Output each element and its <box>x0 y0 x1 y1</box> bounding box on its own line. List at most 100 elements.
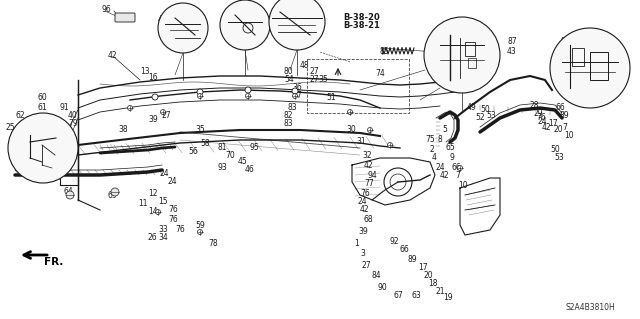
Text: 66: 66 <box>452 162 461 172</box>
Circle shape <box>49 129 55 135</box>
Text: 16: 16 <box>148 73 157 83</box>
Circle shape <box>156 210 161 214</box>
Circle shape <box>245 87 251 93</box>
Circle shape <box>292 93 298 99</box>
Circle shape <box>550 28 630 108</box>
Text: 88: 88 <box>565 48 575 56</box>
Circle shape <box>161 109 166 115</box>
Text: 39: 39 <box>148 115 157 124</box>
Circle shape <box>111 188 119 196</box>
Text: 76: 76 <box>175 226 185 234</box>
Text: 53: 53 <box>554 153 564 162</box>
Text: 50: 50 <box>480 106 490 115</box>
Text: 42: 42 <box>364 160 374 169</box>
Text: 31: 31 <box>356 137 365 146</box>
Text: 14: 14 <box>148 206 157 216</box>
Text: 51: 51 <box>326 93 335 102</box>
Text: 17: 17 <box>548 120 557 129</box>
Text: 41: 41 <box>21 130 31 138</box>
Circle shape <box>292 88 298 94</box>
Text: 9: 9 <box>450 153 455 162</box>
Text: 66: 66 <box>555 103 564 113</box>
Text: 59: 59 <box>195 220 205 229</box>
Text: 27: 27 <box>310 68 319 77</box>
Text: 76: 76 <box>168 216 178 225</box>
Circle shape <box>197 89 203 95</box>
Circle shape <box>387 143 392 147</box>
Text: 57: 57 <box>223 16 233 25</box>
Text: 70: 70 <box>225 152 235 160</box>
Text: 24: 24 <box>358 197 367 206</box>
Text: 35: 35 <box>318 76 328 85</box>
Text: 8: 8 <box>437 136 442 145</box>
Circle shape <box>152 94 158 100</box>
Text: 7: 7 <box>562 123 567 132</box>
Circle shape <box>220 0 270 50</box>
Circle shape <box>66 191 74 199</box>
Text: 52: 52 <box>475 114 484 122</box>
Text: 36: 36 <box>292 84 301 93</box>
Text: 81: 81 <box>218 144 227 152</box>
Text: 42: 42 <box>29 137 39 146</box>
Bar <box>465 42 475 56</box>
Text: 28: 28 <box>530 101 540 110</box>
Text: 93: 93 <box>218 164 228 173</box>
Text: 13: 13 <box>140 68 150 77</box>
Text: 71: 71 <box>50 153 60 162</box>
Text: 21: 21 <box>436 287 445 296</box>
Circle shape <box>62 145 68 151</box>
Text: 24: 24 <box>436 162 445 172</box>
Text: 10: 10 <box>564 131 573 140</box>
Text: 45: 45 <box>238 158 248 167</box>
Text: 68: 68 <box>364 216 374 225</box>
Text: 22: 22 <box>55 128 65 137</box>
Text: 29: 29 <box>534 109 543 118</box>
Text: 40: 40 <box>68 112 77 121</box>
Text: 19: 19 <box>443 293 452 302</box>
Text: 17: 17 <box>418 263 428 272</box>
Text: 18: 18 <box>428 279 438 288</box>
Text: 27: 27 <box>362 262 372 271</box>
Text: FR.: FR. <box>44 257 63 267</box>
Text: 32: 32 <box>362 152 372 160</box>
Text: 20: 20 <box>424 271 434 280</box>
Text: 37: 37 <box>292 92 301 100</box>
Text: 63: 63 <box>411 292 420 300</box>
Text: 2: 2 <box>430 145 435 153</box>
Text: 33: 33 <box>158 226 168 234</box>
Text: 77: 77 <box>364 180 374 189</box>
Text: 5: 5 <box>442 125 447 135</box>
Text: 26: 26 <box>148 234 157 242</box>
Circle shape <box>198 229 202 234</box>
Text: 25: 25 <box>5 123 15 132</box>
Circle shape <box>198 93 202 99</box>
Text: 56: 56 <box>188 147 198 157</box>
Text: 92: 92 <box>390 238 399 247</box>
Circle shape <box>127 106 132 110</box>
Text: 23: 23 <box>16 153 26 162</box>
Text: 78: 78 <box>208 239 218 248</box>
Text: 76: 76 <box>168 205 178 214</box>
Text: 24: 24 <box>160 169 170 179</box>
Text: 88: 88 <box>560 38 570 47</box>
Text: 83: 83 <box>284 120 294 129</box>
Circle shape <box>158 3 208 53</box>
Text: 42: 42 <box>360 205 370 214</box>
Text: 84: 84 <box>372 271 381 280</box>
Text: 83: 83 <box>288 103 298 113</box>
Text: 87: 87 <box>507 38 516 47</box>
Text: 27: 27 <box>310 76 319 85</box>
Text: 20: 20 <box>553 125 563 135</box>
Circle shape <box>246 93 250 99</box>
Text: 66: 66 <box>400 246 410 255</box>
Text: 80: 80 <box>284 68 294 77</box>
Text: 60: 60 <box>38 93 48 102</box>
Text: 44: 44 <box>273 4 283 12</box>
Text: S2A4B3810H: S2A4B3810H <box>565 303 615 313</box>
Text: 35: 35 <box>195 125 205 135</box>
Text: 55: 55 <box>157 26 167 34</box>
Text: 95: 95 <box>250 144 260 152</box>
Text: 69: 69 <box>108 190 118 199</box>
Text: 62: 62 <box>15 112 24 121</box>
Text: 30: 30 <box>346 125 356 135</box>
